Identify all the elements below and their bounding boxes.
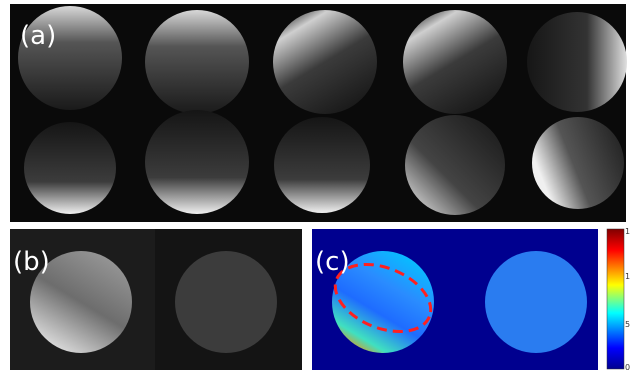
mri-slice — [403, 10, 507, 114]
colorbar-tick-label: 0 — [625, 363, 630, 372]
mri-slice — [273, 10, 377, 114]
panel-label: (a) — [20, 21, 56, 51]
mri-slice — [274, 117, 370, 213]
mri-slice — [527, 12, 627, 112]
panel-label: (c) — [315, 247, 350, 277]
mri-slice — [532, 117, 624, 209]
mri-slice — [145, 10, 249, 114]
mri-slice — [145, 110, 249, 214]
map-image — [485, 251, 587, 353]
mri-image — [175, 251, 277, 353]
panel-b: (b) — [10, 229, 302, 370]
panel-label: (b) — [13, 247, 50, 277]
colorbar-gradient — [607, 229, 624, 369]
colorbar-tick-label: 1 — [625, 272, 630, 281]
mri-slice — [405, 115, 505, 215]
colorbar: 1 1 5 0 — [607, 227, 630, 372]
mri-slice — [24, 122, 116, 214]
panel-c: (c) — [312, 229, 598, 370]
colorbar-tick-label: 1 — [625, 227, 630, 236]
colorbar-tick-label: 5 — [625, 320, 630, 329]
figure: (a) (b) (c) 1 1 5 0 — [0, 0, 631, 375]
panel-a: (a) — [10, 4, 627, 222]
